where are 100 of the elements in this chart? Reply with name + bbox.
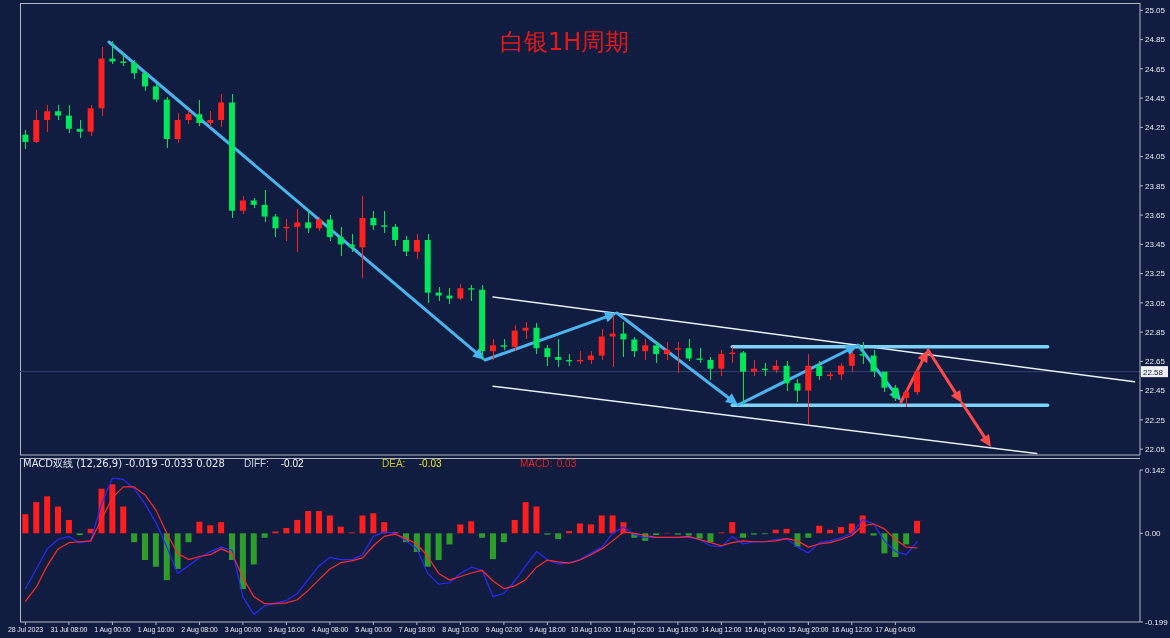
candlestick (65, 104, 72, 134)
candlestick (685, 338, 692, 362)
candlestick (131, 59, 138, 80)
candlestick (783, 360, 790, 392)
bar (729, 522, 736, 534)
candlestick (261, 189, 268, 223)
bar (142, 533, 148, 561)
bar (55, 506, 62, 534)
bar (479, 533, 486, 538)
bar (446, 533, 453, 545)
candlestick (544, 344, 551, 367)
candlestick (294, 208, 301, 253)
y-tick-label: 23.85 (1145, 181, 1166, 191)
bar (870, 533, 877, 536)
y-tick-label: 23.05 (1145, 298, 1166, 308)
candlestick (22, 129, 29, 150)
bar (848, 523, 855, 534)
candlestick (707, 356, 714, 381)
bar (435, 533, 442, 561)
candlestick (533, 322, 540, 355)
bar (685, 533, 692, 536)
candlestick (555, 338, 562, 368)
y-tick-label: 22.45 (1145, 386, 1166, 396)
bar (33, 502, 40, 534)
candlestick (305, 208, 312, 234)
bar (598, 515, 605, 534)
bar (566, 531, 573, 534)
candlestick (87, 104, 94, 137)
candlestick (152, 82, 159, 103)
bar (696, 533, 703, 539)
bar (305, 511, 312, 534)
bar (609, 515, 616, 534)
bar (740, 533, 747, 538)
bar (805, 533, 812, 538)
bar (44, 496, 51, 534)
candlestick (218, 93, 225, 128)
candlestick (272, 213, 279, 238)
candlestick (109, 40, 116, 65)
candlestick (816, 360, 823, 381)
bar (315, 511, 322, 534)
bar (511, 519, 518, 534)
bar (152, 533, 159, 567)
candlestick (848, 350, 855, 373)
bar (359, 515, 366, 534)
candlestick (392, 223, 399, 247)
bar (196, 521, 203, 534)
candlestick (631, 336, 638, 358)
bar (120, 506, 127, 534)
bar (903, 533, 910, 545)
y-tick-label: 24.85 (1145, 35, 1166, 45)
bar (457, 524, 464, 534)
candlestick (859, 341, 866, 365)
bar (239, 533, 246, 590)
candlestick (381, 210, 388, 234)
y-tick-label: 0.00 (1145, 529, 1162, 539)
candlestick (196, 99, 203, 127)
candlestick (174, 112, 181, 144)
y-tick-label: -0.199 (1145, 617, 1169, 627)
y-tick-label: 22.65 (1145, 357, 1166, 367)
bar (576, 523, 583, 534)
text: DEA: -0.03 (382, 458, 442, 469)
chart-title: MACD双线 (12,26,9) -0.019 -0.033 0.028 (23, 458, 225, 469)
bar (131, 533, 138, 543)
y-tick-label: 24.25 (1145, 123, 1166, 133)
y-tick-label: 23.45 (1145, 240, 1166, 250)
candlestick (413, 233, 420, 260)
bar (22, 514, 29, 534)
candlestick (609, 314, 616, 368)
bar (326, 515, 333, 534)
candlestick (489, 338, 496, 361)
bar (370, 513, 377, 534)
candlestick (402, 235, 409, 257)
y-tick-label: 0.142 (1145, 465, 1166, 475)
bar (218, 522, 225, 534)
text: MACD: 0.03 (520, 458, 577, 469)
y-tick-label: 24.45 (1145, 93, 1166, 103)
bar (533, 506, 540, 534)
candlestick (337, 226, 344, 257)
bar (283, 527, 290, 534)
bar (294, 519, 301, 534)
y-tick-label: 22.85 (1145, 327, 1166, 337)
candlestick (718, 349, 725, 377)
candlestick (794, 378, 801, 403)
candlestick (903, 387, 910, 408)
candlestick (653, 340, 660, 364)
bar (816, 525, 823, 534)
y-tick-label: 22.25 (1145, 415, 1166, 425)
y-tick-label: 23.65 (1145, 210, 1166, 220)
candlestick (870, 349, 877, 378)
candlestick (44, 104, 51, 133)
candlestick (33, 109, 40, 144)
candlestick (511, 324, 518, 352)
candlestick (598, 328, 605, 361)
bar (555, 533, 562, 540)
y-tick-label: 23.25 (1145, 269, 1166, 279)
bar (837, 527, 844, 534)
candlestick (914, 368, 921, 396)
bar (250, 533, 257, 565)
bar (707, 533, 714, 543)
candlestick (500, 338, 507, 351)
